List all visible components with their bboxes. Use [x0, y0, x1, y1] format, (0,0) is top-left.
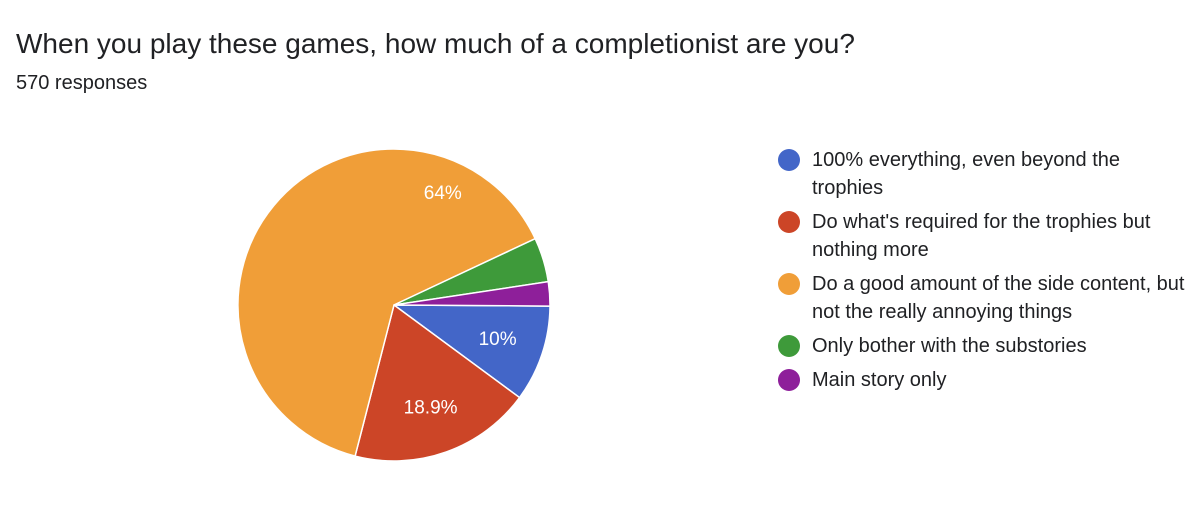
legend-label: Main story only	[812, 369, 947, 391]
legend-swatch-icon	[778, 149, 800, 171]
legend-label: Do what's required for the trophies but …	[812, 211, 1151, 261]
pie-slice[interactable]	[237, 148, 536, 457]
legend-item[interactable]: 100% everything, even beyond the trophie…	[778, 146, 1188, 202]
pie-slice[interactable]	[393, 280, 551, 307]
legend-label: Only bother with the substories	[812, 335, 1087, 357]
legend-label: Do a good amount of the side content, bu…	[812, 273, 1185, 323]
legend-swatch-icon	[778, 273, 800, 295]
legend-item[interactable]: Do what's required for the trophies but …	[778, 208, 1188, 264]
slice-percent-label: 18.9%	[404, 397, 458, 418]
legend-label: 100% everything, even beyond the trophie…	[812, 149, 1120, 199]
pie-slice[interactable]	[354, 304, 521, 462]
slice-percent-label: 10%	[479, 329, 517, 350]
response-count: 570 responses	[16, 72, 148, 94]
legend-swatch-icon	[778, 369, 800, 391]
pie-slice[interactable]	[393, 304, 551, 399]
legend-swatch-icon	[778, 211, 800, 233]
legend-item[interactable]: Main story only	[778, 366, 1188, 394]
legend-swatch-icon	[778, 335, 800, 357]
slice-percent-label: 64%	[424, 183, 462, 204]
chart-title: When you play these games, how much of a…	[16, 28, 855, 59]
legend: 100% everything, even beyond the trophie…	[778, 146, 1188, 400]
legend-item[interactable]: Do a good amount of the side content, bu…	[778, 270, 1188, 326]
legend-item[interactable]: Only bother with the substories	[778, 332, 1188, 360]
